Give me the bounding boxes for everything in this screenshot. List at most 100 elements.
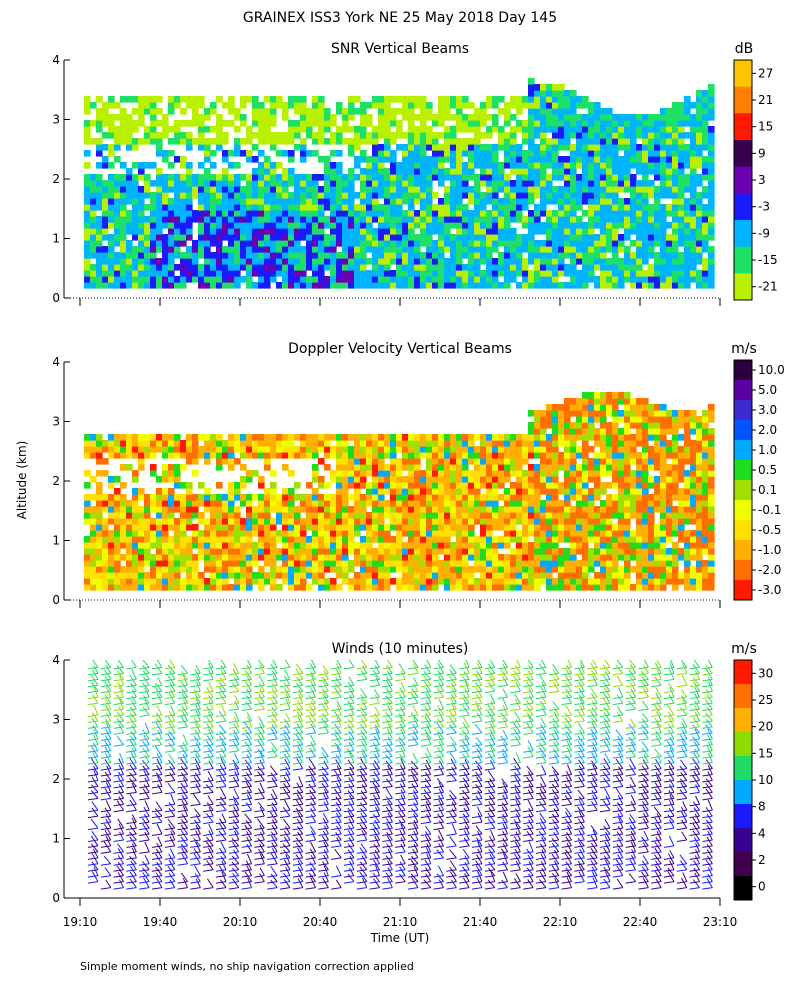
heatmap-cell bbox=[378, 162, 385, 169]
heatmap-cell bbox=[360, 240, 367, 247]
heatmap-cell bbox=[450, 452, 457, 459]
heatmap-cell bbox=[102, 156, 109, 163]
heatmap-cell bbox=[498, 222, 505, 229]
heatmap-cell bbox=[432, 156, 439, 163]
heatmap-cell bbox=[552, 518, 559, 525]
heatmap-cell bbox=[552, 452, 559, 459]
heatmap-cell bbox=[630, 174, 637, 181]
heatmap-cell bbox=[144, 270, 151, 277]
heatmap-cell bbox=[330, 542, 337, 549]
heatmap-cell bbox=[240, 554, 247, 561]
heatmap-cell bbox=[528, 530, 535, 537]
heatmap-cell bbox=[456, 476, 463, 483]
heatmap-cell bbox=[372, 168, 379, 175]
heatmap-cell bbox=[126, 506, 133, 513]
heatmap-cell bbox=[570, 536, 577, 543]
heatmap-cell bbox=[432, 222, 439, 229]
heatmap-cell bbox=[342, 222, 349, 229]
heatmap-cell bbox=[90, 276, 97, 283]
heatmap-cell bbox=[174, 470, 181, 477]
heatmap-cell bbox=[348, 144, 355, 151]
heatmap-cell bbox=[102, 102, 109, 109]
heatmap-cell bbox=[132, 276, 139, 283]
heatmap-cell bbox=[222, 578, 229, 585]
heatmap-cell bbox=[414, 518, 421, 525]
heatmap-cell bbox=[264, 548, 271, 555]
heatmap-cell bbox=[360, 440, 367, 447]
heatmap-cell bbox=[474, 180, 481, 187]
heatmap-cell bbox=[288, 512, 295, 519]
heatmap-cell bbox=[378, 470, 385, 477]
heatmap-cell bbox=[546, 542, 553, 549]
heatmap-cell bbox=[342, 198, 349, 205]
heatmap-cell bbox=[120, 536, 127, 543]
heatmap-cell bbox=[288, 548, 295, 555]
heatmap-cell bbox=[138, 102, 145, 109]
heatmap-cell bbox=[444, 524, 451, 531]
heatmap-cell bbox=[198, 216, 205, 223]
heatmap-cell bbox=[252, 530, 259, 537]
heatmap-cell bbox=[630, 150, 637, 157]
heatmap-cell bbox=[186, 584, 193, 591]
heatmap-cell bbox=[222, 446, 229, 453]
heatmap-cell bbox=[354, 144, 361, 151]
heatmap-cell bbox=[594, 554, 601, 561]
heatmap-cell bbox=[402, 252, 409, 259]
heatmap-cell bbox=[108, 198, 115, 205]
heatmap-cell bbox=[366, 518, 373, 525]
heatmap-cell bbox=[450, 488, 457, 495]
heatmap-cell bbox=[570, 542, 577, 549]
heatmap-cell bbox=[276, 554, 283, 561]
heatmap-cell bbox=[456, 500, 463, 507]
heatmap-cell bbox=[552, 222, 559, 229]
heatmap-cell bbox=[552, 560, 559, 567]
heatmap-cell bbox=[570, 258, 577, 265]
heatmap-cell bbox=[222, 192, 229, 199]
heatmap-cell bbox=[96, 246, 103, 253]
heatmap-cell bbox=[564, 102, 571, 109]
heatmap-cell bbox=[294, 228, 301, 235]
heatmap-cell bbox=[246, 186, 253, 193]
heatmap-cell bbox=[462, 126, 469, 133]
heatmap-cell bbox=[216, 554, 223, 561]
heatmap-cell bbox=[222, 560, 229, 567]
heatmap-cell bbox=[180, 216, 187, 223]
heatmap-cell bbox=[216, 440, 223, 447]
heatmap-cell bbox=[192, 560, 199, 567]
heatmap-cell bbox=[702, 120, 709, 127]
heatmap-cell bbox=[336, 512, 343, 519]
heatmap-cell bbox=[330, 506, 337, 513]
heatmap-cell bbox=[294, 222, 301, 229]
heatmap-cell bbox=[378, 150, 385, 157]
heatmap-cell bbox=[246, 282, 253, 289]
heatmap-cell bbox=[516, 234, 523, 241]
heatmap-cell bbox=[546, 258, 553, 265]
heatmap-cell bbox=[144, 180, 151, 187]
heatmap-cell bbox=[570, 150, 577, 157]
heatmap-cell bbox=[276, 204, 283, 211]
heatmap-cell bbox=[480, 440, 487, 447]
heatmap-cell bbox=[312, 102, 319, 109]
heatmap-cell bbox=[330, 270, 337, 277]
heatmap-cell bbox=[504, 542, 511, 549]
heatmap-cell bbox=[438, 524, 445, 531]
heatmap-cell bbox=[264, 162, 271, 169]
heatmap-cell bbox=[216, 282, 223, 289]
heatmap-cell bbox=[354, 282, 361, 289]
heatmap-cell bbox=[216, 216, 223, 223]
heatmap-cell bbox=[234, 228, 241, 235]
heatmap-cell bbox=[96, 270, 103, 277]
heatmap-cell bbox=[510, 530, 517, 537]
heatmap-cell bbox=[144, 530, 151, 537]
heatmap-cell bbox=[540, 476, 547, 483]
heatmap-cell bbox=[588, 132, 595, 139]
heatmap-cell bbox=[300, 560, 307, 567]
heatmap-cell bbox=[174, 210, 181, 217]
heatmap-cell bbox=[156, 264, 163, 271]
heatmap-cell bbox=[438, 566, 445, 573]
heatmap-cell bbox=[282, 198, 289, 205]
heatmap-cell bbox=[372, 578, 379, 585]
heatmap-cell bbox=[576, 252, 583, 259]
heatmap-cell bbox=[300, 198, 307, 205]
heatmap-cell bbox=[228, 252, 235, 259]
